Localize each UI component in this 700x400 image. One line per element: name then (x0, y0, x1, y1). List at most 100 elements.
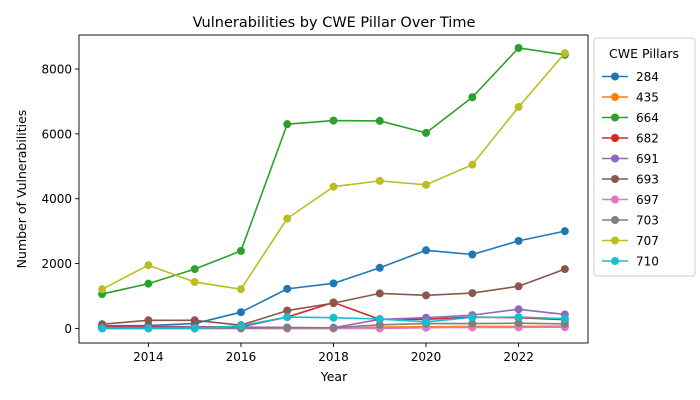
data-point-710 (98, 324, 107, 333)
data-point-691 (514, 305, 523, 314)
legend-title: CWE Pillars (609, 46, 679, 61)
data-point-707 (514, 102, 523, 111)
data-point-707 (329, 182, 338, 191)
legend-item-682: 682 (602, 132, 659, 146)
data-point-710 (283, 313, 292, 322)
data-point-703 (329, 323, 338, 332)
legend-item-710: 710 (602, 255, 659, 269)
plot-area (78, 34, 589, 344)
legend-label: 710 (636, 255, 659, 269)
data-point-693 (468, 289, 477, 298)
data-point-707 (190, 278, 199, 287)
legend-label: 707 (636, 234, 659, 248)
data-point-693 (560, 265, 569, 274)
data-point-693 (144, 316, 153, 325)
data-point-707 (236, 285, 245, 294)
legend-marker (611, 236, 619, 245)
y-tick-label: 4000 (41, 192, 72, 206)
data-point-664 (283, 120, 292, 129)
legend-items: 284 435 664 682 691 693 697 703 707 710 (602, 70, 659, 269)
data-point-693 (422, 291, 431, 300)
data-point-284 (560, 227, 569, 236)
x-tick-label: 2014 (133, 350, 164, 364)
data-point-710 (236, 321, 245, 330)
legend-marker (611, 175, 619, 183)
data-point-710 (375, 315, 384, 324)
series-710 (98, 313, 569, 333)
legend: CWE Pillars 284 435 664 682 691 693 697 703 707 7… (593, 37, 696, 277)
x-axis-label: Year (320, 369, 348, 384)
data-point-707 (468, 160, 477, 169)
data-point-707 (375, 176, 384, 185)
data-point-707 (283, 214, 292, 223)
data-point-664 (375, 116, 384, 125)
data-point-710 (514, 313, 523, 322)
data-point-693 (283, 306, 292, 315)
legend-item-693: 693 (602, 173, 659, 187)
data-point-710 (329, 313, 338, 322)
legend-marker (611, 257, 619, 265)
data-point-707 (422, 180, 431, 189)
legend-item-691: 691 (602, 152, 659, 166)
x-tick-label: 2018 (318, 350, 349, 364)
x-tick-label: 2020 (411, 350, 442, 364)
y-axis-label: Number of Vulnerabilities (14, 110, 29, 269)
data-point-707 (144, 261, 153, 270)
legend-marker (611, 134, 619, 142)
legend-item-284: 284 (602, 70, 659, 84)
data-point-703 (514, 319, 523, 328)
data-point-284 (375, 263, 384, 272)
legend-label: 693 (636, 173, 659, 187)
data-point-710 (468, 313, 477, 322)
series-707 (98, 49, 569, 294)
data-point-693 (514, 282, 523, 291)
legend-label: 284 (636, 70, 659, 84)
data-point-710 (144, 324, 153, 333)
x-tick-label: 2016 (226, 350, 257, 364)
chart-title: Vulnerabilities by CWE Pillar Over Time (193, 15, 476, 31)
data-point-284 (514, 236, 523, 245)
data-point-693 (329, 299, 338, 308)
x-tick-label: 2022 (503, 350, 534, 364)
series-693 (98, 265, 569, 330)
data-point-664 (329, 116, 338, 125)
legend-label: 697 (636, 193, 659, 207)
data-point-710 (190, 324, 199, 333)
data-point-693 (190, 316, 199, 325)
legend-item-435: 435 (602, 91, 659, 105)
legend-label: 682 (636, 132, 659, 146)
legend-marker (611, 93, 619, 101)
data-point-284 (236, 308, 245, 317)
legend-marker (611, 216, 619, 224)
data-point-710 (560, 314, 569, 323)
legend-item-707: 707 (602, 234, 659, 248)
y-axis: 0 2000 4000 6000 8000 (41, 63, 79, 336)
y-tick-label: 0 (64, 322, 72, 336)
series-layer (98, 43, 569, 333)
legend-item-703: 703 (602, 214, 659, 228)
data-point-707 (98, 285, 107, 294)
data-point-284 (329, 279, 338, 288)
data-point-693 (375, 289, 384, 298)
data-point-703 (283, 323, 292, 332)
legend-marker (611, 113, 619, 122)
data-point-664 (468, 93, 477, 102)
legend-label: 703 (636, 214, 659, 228)
y-tick-label: 2000 (41, 257, 72, 271)
data-point-664 (422, 128, 431, 137)
y-tick-label: 6000 (41, 127, 72, 141)
legend-label: 664 (636, 111, 659, 125)
x-axis: 2014 2016 2018 2020 2022 (133, 343, 534, 364)
legend-marker (611, 195, 619, 204)
legend-item-697: 697 (602, 193, 659, 207)
y-tick-label: 8000 (41, 63, 72, 77)
legend-marker (611, 72, 619, 81)
data-point-284 (422, 246, 431, 255)
legend-label: 435 (636, 91, 659, 105)
data-point-284 (283, 284, 292, 293)
data-point-664 (144, 279, 153, 288)
data-point-710 (422, 317, 431, 326)
legend-item-664: 664 (602, 111, 659, 125)
data-point-664 (190, 265, 199, 274)
